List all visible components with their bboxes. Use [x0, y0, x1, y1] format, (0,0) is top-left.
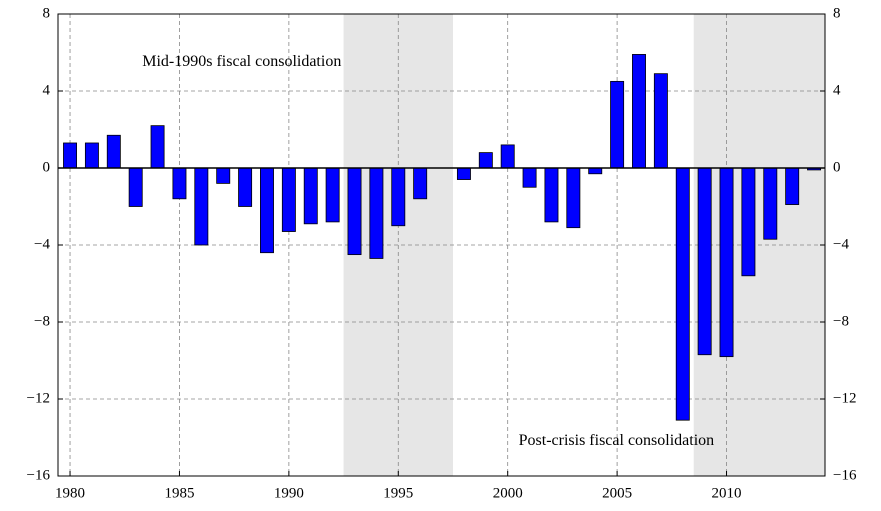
annotation: Post-crisis fiscal consolidation [519, 432, 715, 449]
plot-frame [57, 13, 826, 477]
bar [325, 167, 340, 223]
bar [522, 167, 537, 188]
x-tick-label: 1980 [55, 485, 85, 501]
bar [544, 167, 559, 223]
y2-tick-label: −16 [833, 467, 857, 483]
bar [785, 167, 800, 205]
x-tick-label: 2005 [602, 485, 632, 501]
x-tick-label: 2010 [712, 485, 742, 501]
y2-tick-label: −12 [833, 390, 856, 406]
bar [413, 167, 428, 200]
y2-tick-label: −8 [833, 313, 849, 329]
y2-tick-label: 4 [833, 82, 841, 98]
y-tick-label: −12 [27, 390, 50, 406]
bar [675, 167, 690, 421]
bar [391, 167, 406, 227]
bar [216, 167, 231, 184]
bar [172, 167, 187, 200]
y2-tick-label: 0 [833, 159, 841, 175]
bar [741, 167, 756, 277]
bar [456, 167, 471, 180]
y-tick-label: −4 [34, 236, 50, 252]
bar [566, 167, 581, 229]
bar [260, 167, 274, 254]
x-tick-label: 1990 [274, 485, 304, 501]
bar [303, 167, 318, 225]
x-tick-label: 1985 [164, 485, 194, 501]
bar [238, 167, 253, 207]
y-tick-label: 4 [43, 82, 51, 98]
bar [63, 142, 78, 169]
y-tick-label: −16 [27, 467, 51, 483]
bar [610, 80, 625, 169]
x-tick-label: 1995 [383, 485, 413, 501]
y-tick-label: −8 [34, 313, 50, 329]
bar [369, 167, 384, 259]
y-tick-label: 8 [43, 5, 51, 21]
y-tick-label: 0 [43, 159, 51, 175]
bar [281, 167, 296, 232]
y2-tick-label: 8 [833, 5, 841, 21]
bar [588, 167, 603, 175]
y2-tick-label: −4 [833, 236, 849, 252]
bar [632, 54, 646, 169]
bar [194, 167, 209, 246]
annotation: Mid-1990s fiscal consolidation [142, 53, 341, 70]
bar [150, 125, 165, 169]
bar [128, 167, 143, 207]
bar [84, 142, 99, 169]
bar [697, 167, 712, 356]
bar [763, 167, 778, 240]
bar [106, 134, 121, 169]
bar [347, 167, 362, 256]
bar [500, 144, 515, 169]
bar [478, 152, 493, 169]
bar [653, 73, 668, 169]
bar [719, 167, 734, 358]
x-tick-label: 2000 [493, 485, 523, 501]
